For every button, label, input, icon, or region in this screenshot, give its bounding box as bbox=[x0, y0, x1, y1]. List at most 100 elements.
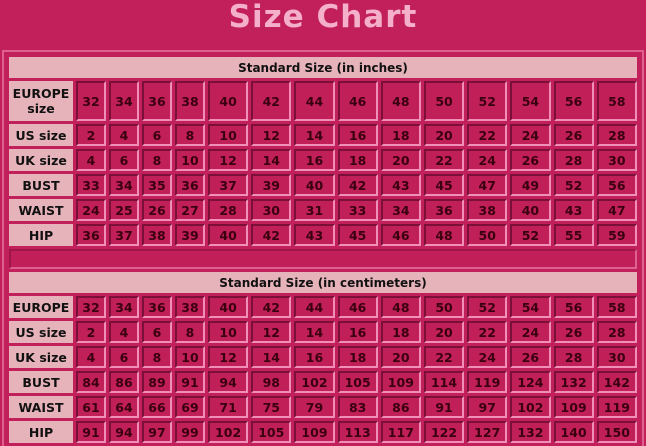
table-row: UK size 4 6 8 10 12 14 16 18 20 22 24 26 28 30 bbox=[9, 149, 637, 171]
size-cell: 38 bbox=[142, 224, 172, 246]
size-cell: 14 bbox=[251, 149, 292, 171]
size-cell: 79 bbox=[294, 396, 335, 418]
size-cell: 12 bbox=[251, 321, 292, 343]
size-cell: 25 bbox=[109, 199, 139, 221]
size-cell: 24 bbox=[510, 124, 551, 146]
size-cell: 22 bbox=[423, 149, 465, 171]
page-title: Size Chart bbox=[228, 0, 418, 35]
size-cell: 20 bbox=[380, 149, 421, 171]
size-cell: 22 bbox=[423, 346, 465, 368]
size-cell: 18 bbox=[337, 346, 378, 368]
size-cell: 102 bbox=[208, 421, 249, 443]
table-row: HIP 36 37 38 39 40 42 43 45 46 48 50 52 55 59 bbox=[9, 224, 637, 246]
size-cell: 56 bbox=[553, 81, 594, 121]
size-cell: 30 bbox=[596, 346, 637, 368]
size-cell: 132 bbox=[553, 371, 594, 393]
table-row: US size 2 4 6 8 10 12 14 16 18 20 22 24 26 28 bbox=[9, 124, 637, 146]
size-cell: 124 bbox=[510, 371, 551, 393]
size-cell: 27 bbox=[175, 199, 205, 221]
size-cell: 20 bbox=[423, 124, 465, 146]
size-cell: 69 bbox=[175, 396, 205, 418]
size-table: Standard Size (in inches) EUROPE size 32 34… bbox=[6, 54, 640, 446]
size-cell: 71 bbox=[208, 396, 249, 418]
row-label: EUROPE size bbox=[9, 81, 73, 121]
size-cell: 44 bbox=[294, 81, 335, 121]
size-cell: 142 bbox=[596, 371, 637, 393]
size-cell: 8 bbox=[175, 124, 205, 146]
size-cell: 18 bbox=[380, 321, 421, 343]
size-cell: 48 bbox=[423, 224, 465, 246]
size-cell: 61 bbox=[76, 396, 106, 418]
size-cell: 94 bbox=[109, 421, 139, 443]
size-cell: 26 bbox=[553, 124, 594, 146]
row-label: US size bbox=[9, 124, 73, 146]
size-cell: 20 bbox=[380, 346, 421, 368]
size-cell: 40 bbox=[208, 224, 249, 246]
size-cell: 119 bbox=[467, 371, 508, 393]
size-cell: 140 bbox=[553, 421, 594, 443]
size-cell: 55 bbox=[553, 224, 594, 246]
size-cell: 26 bbox=[553, 321, 594, 343]
size-cell: 45 bbox=[337, 224, 378, 246]
size-cell: 24 bbox=[467, 346, 508, 368]
size-cell: 117 bbox=[380, 421, 421, 443]
size-cell: 40 bbox=[208, 81, 249, 121]
size-cell: 54 bbox=[510, 296, 551, 318]
size-cell: 28 bbox=[596, 321, 637, 343]
size-cell: 39 bbox=[251, 174, 292, 196]
size-cell: 6 bbox=[109, 346, 139, 368]
size-cell: 109 bbox=[294, 421, 335, 443]
size-cell: 44 bbox=[294, 296, 335, 318]
size-cell: 4 bbox=[109, 124, 139, 146]
size-cell: 28 bbox=[208, 199, 249, 221]
size-cell: 36 bbox=[175, 174, 205, 196]
size-cell: 97 bbox=[142, 421, 172, 443]
size-cell: 33 bbox=[337, 199, 378, 221]
size-cell: 10 bbox=[208, 321, 249, 343]
size-cell: 38 bbox=[467, 199, 508, 221]
size-cell: 42 bbox=[337, 174, 378, 196]
table-row: UK size 4 6 8 10 12 14 16 18 20 22 24 26 28 30 bbox=[9, 346, 637, 368]
size-cell: 109 bbox=[553, 396, 594, 418]
size-cell: 75 bbox=[251, 396, 292, 418]
row-label: HIP bbox=[9, 421, 73, 443]
size-cell: 18 bbox=[337, 149, 378, 171]
size-cell: 24 bbox=[510, 321, 551, 343]
table-row: WAIST 24 25 26 27 28 30 31 33 34 36 38 40 43 47 bbox=[9, 199, 637, 221]
size-cell: 98 bbox=[251, 371, 292, 393]
size-cell: 46 bbox=[337, 81, 378, 121]
size-cell: 8 bbox=[142, 346, 172, 368]
size-cell: 28 bbox=[553, 346, 594, 368]
size-cell: 132 bbox=[510, 421, 551, 443]
size-cell: 4 bbox=[109, 321, 139, 343]
size-cell: 43 bbox=[380, 174, 421, 196]
size-cell: 42 bbox=[251, 296, 292, 318]
size-cell: 6 bbox=[142, 124, 172, 146]
size-cell: 109 bbox=[380, 371, 421, 393]
size-cell: 36 bbox=[423, 199, 465, 221]
size-cell: 32 bbox=[76, 81, 106, 121]
size-cell: 47 bbox=[467, 174, 508, 196]
size-cell: 16 bbox=[294, 346, 335, 368]
size-cell: 26 bbox=[510, 149, 551, 171]
size-cell: 12 bbox=[251, 124, 292, 146]
size-cell: 114 bbox=[423, 371, 465, 393]
table-row: EUROPE 32 34 36 38 40 42 44 46 48 50 52 54 56 58 bbox=[9, 296, 637, 318]
size-cell: 97 bbox=[467, 396, 508, 418]
size-cell: 10 bbox=[208, 124, 249, 146]
size-cell: 30 bbox=[251, 199, 292, 221]
size-cell: 99 bbox=[175, 421, 205, 443]
size-cell: 52 bbox=[467, 81, 508, 121]
size-cell: 43 bbox=[553, 199, 594, 221]
size-cell: 102 bbox=[294, 371, 335, 393]
size-cell: 46 bbox=[380, 224, 421, 246]
size-cell: 91 bbox=[76, 421, 106, 443]
size-cell: 45 bbox=[423, 174, 465, 196]
size-cell: 150 bbox=[596, 421, 637, 443]
size-cell: 4 bbox=[76, 149, 106, 171]
size-cell: 22 bbox=[467, 124, 508, 146]
size-cell: 16 bbox=[294, 149, 335, 171]
size-cell: 31 bbox=[294, 199, 335, 221]
table-spacer bbox=[9, 249, 637, 269]
size-cell: 35 bbox=[142, 174, 172, 196]
